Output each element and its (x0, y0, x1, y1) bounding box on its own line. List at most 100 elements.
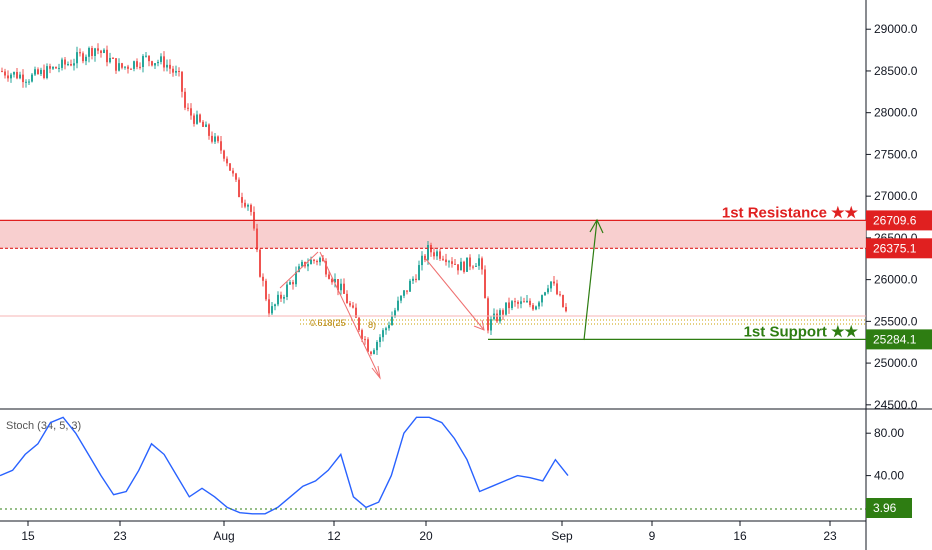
arrow-1 (279, 251, 319, 289)
candle-body (469, 257, 471, 267)
candle-body (49, 66, 51, 69)
price-badges: 26709.6 26375.1 25284.1 (866, 210, 932, 350)
candle-body (454, 263, 456, 265)
candle-body (316, 260, 318, 263)
candle-body (379, 337, 381, 343)
time-tick-label: 9 (649, 529, 656, 543)
candle-body (217, 136, 219, 142)
candle-body (238, 179, 240, 198)
candle-body (280, 294, 282, 299)
candle-body (46, 66, 48, 78)
candle-body (247, 204, 249, 207)
time-tick-label: 23 (823, 529, 837, 543)
candle-body (544, 292, 546, 296)
candle-body (403, 290, 405, 296)
candle-body (271, 306, 273, 314)
resistance-zone (0, 220, 866, 249)
candle-body (196, 114, 198, 124)
candle-body (442, 258, 444, 260)
candle-body (502, 310, 504, 315)
candle-body (139, 66, 141, 68)
candle-body (370, 351, 372, 354)
candle-body (124, 66, 126, 68)
price-badge-text: 26375.1 (873, 241, 917, 255)
candle-body (10, 74, 12, 79)
candle-body (232, 170, 234, 174)
candle-body (202, 121, 204, 127)
candle-body (169, 64, 171, 69)
candle-body (505, 302, 507, 315)
candle-body (490, 319, 492, 331)
candle-body (103, 49, 105, 53)
candle-body (382, 330, 384, 338)
candle-body (226, 158, 228, 164)
candle-body (385, 328, 387, 331)
candle-body (433, 252, 435, 257)
time-tick-label: 15 (21, 529, 35, 543)
candle-body (319, 257, 321, 263)
candle-body (367, 339, 369, 352)
candle-body (439, 251, 441, 259)
candle-body (529, 300, 531, 306)
price-tick-label: 25500.0 (874, 314, 918, 328)
candle-body (40, 69, 42, 74)
candle-body (184, 91, 186, 108)
candle-body (160, 56, 162, 62)
candle-body (418, 265, 420, 280)
candle-body (55, 66, 57, 69)
candle-body (376, 342, 378, 351)
price-tick-label: 27000.0 (874, 189, 918, 203)
candle-body (364, 339, 366, 341)
candle-body (406, 290, 408, 292)
candle-body (517, 301, 519, 304)
candle-body (91, 48, 93, 56)
candle-body (61, 59, 63, 68)
candle-body (328, 274, 330, 279)
time-tick-label: 20 (419, 529, 433, 543)
candle-body (4, 71, 6, 76)
price-badge (866, 329, 932, 350)
candle-body (58, 67, 60, 69)
candle-body (19, 74, 21, 79)
arrow-line-1 (319, 251, 381, 379)
price-tick-label: 29000.0 (874, 22, 918, 36)
fib-label-extra: 8) (368, 320, 376, 330)
arrow-head-1 (371, 365, 381, 380)
candle-body (325, 261, 327, 275)
candle-body (121, 63, 123, 68)
candle-body (457, 264, 459, 271)
resistance-label: 1st Resistance ★★ (722, 204, 859, 221)
candle-body (52, 66, 54, 69)
candle-body (436, 251, 438, 257)
arrow-head-2 (473, 319, 485, 331)
up-projection-arrow (583, 218, 604, 341)
candle-body (208, 124, 210, 136)
level-lines (0, 219, 866, 340)
candle-body (391, 316, 393, 326)
candle-body (397, 300, 399, 311)
candle-body (331, 278, 333, 283)
candle-body (136, 61, 138, 67)
candle-body (148, 55, 150, 62)
candle-body (427, 244, 429, 260)
candle-body (82, 53, 84, 62)
projection-arrows (279, 251, 485, 380)
candle-body (43, 69, 45, 78)
candle-body (283, 296, 285, 299)
candle-body (181, 71, 183, 92)
candle-body (16, 71, 18, 79)
candle-body (373, 350, 375, 354)
candle-body (97, 48, 99, 51)
stoch-value-text: 3.96 (873, 501, 897, 515)
candle-body (523, 301, 525, 303)
candle-body (346, 293, 348, 304)
candle-body (145, 55, 147, 57)
candle-body (445, 259, 447, 263)
stoch-tick-label: 40.00 (874, 469, 904, 483)
candle-body (478, 258, 480, 266)
candle-body (187, 107, 189, 109)
candle-body (229, 163, 231, 171)
time-tick-label: Sep (551, 529, 573, 543)
candle-body (88, 48, 90, 57)
